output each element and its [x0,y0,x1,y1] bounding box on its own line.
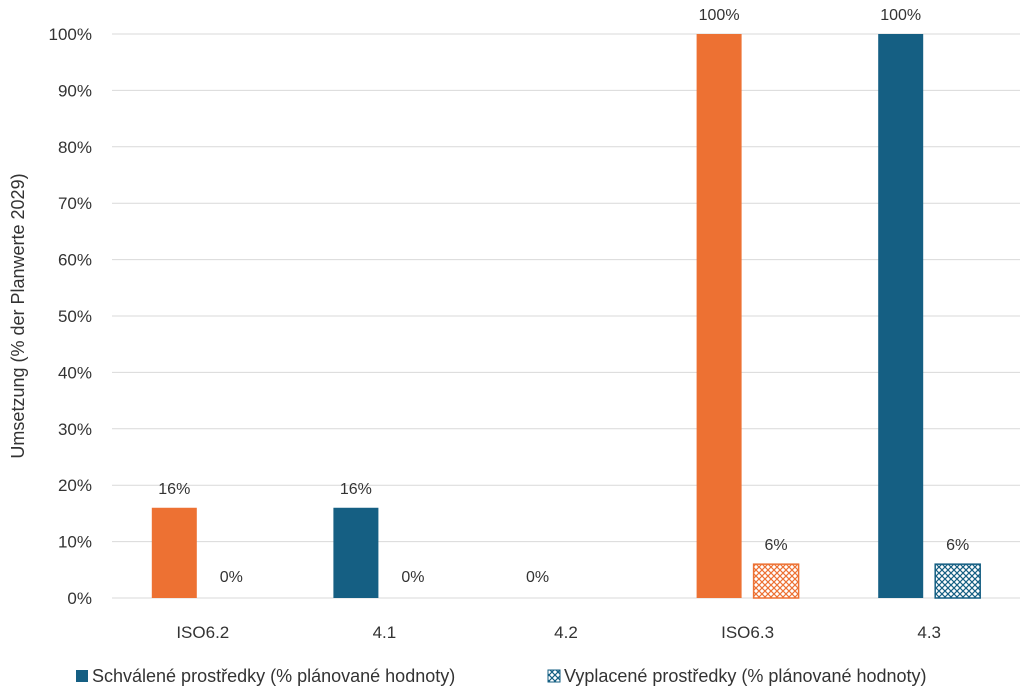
data-label-4-2-approved: 0% [526,569,549,586]
legend-swatch-approved [76,670,88,682]
legend-label-paid: Vyplacené prostředky (% plánované hodnot… [564,666,927,686]
bar-4-1-approved [333,507,379,598]
data-label-4-1-paid: 0% [401,569,424,586]
x-axis-ticks: ISO6.2 4.1 4.2 ISO6.3 4.3 [176,623,941,642]
y-axis-label: Umsetzung (% der Planwerte 2029) [8,173,28,458]
bar-iso6-3-approved [696,34,742,598]
data-label-iso6-2-paid: 0% [220,569,243,586]
data-label-4-3-approved: 100% [880,7,921,24]
bar-iso6-2-approved [151,507,197,598]
y-tick-20-: 20% [58,476,92,495]
data-labels: 16% 0% 16% 0% 0% 100% 6% 100% 6% [158,7,969,586]
y-tick-70-: 70% [58,194,92,213]
legend-item-approved: Schválené prostředky (% plánované hodnot… [76,666,455,686]
bar-iso6-3-paid [752,563,800,599]
y-tick-50-: 50% [58,307,92,326]
bar-4-3-paid [934,563,981,599]
y-tick-80-: 80% [58,138,92,157]
data-label-4-3-paid: 6% [946,537,969,554]
legend-item-paid: Vyplacené prostředky (% plánované hodnot… [547,666,927,686]
legend-swatch-paid [547,669,561,683]
x-tick-4-2: 4.2 [554,623,578,642]
y-tick-40-: 40% [58,363,92,382]
y-tick-100-: 100% [49,25,92,44]
x-tick-4-1: 4.1 [373,623,397,642]
x-tick-4-3: 4.3 [917,623,941,642]
bar-4-3-approved [878,34,924,598]
y-tick-0-: 0% [67,589,92,608]
gridlines [112,33,1020,599]
data-label-iso6-3-approved: 100% [699,7,740,24]
data-label-iso6-2-approved: 16% [158,481,190,498]
x-tick-iso6-2: ISO6.2 [176,623,229,642]
y-tick-30-: 30% [58,420,92,439]
legend-label-approved: Schválené prostředky (% plánované hodnot… [92,666,455,686]
y-tick-90-: 90% [58,81,92,100]
y-tick-60-: 60% [58,251,92,270]
x-tick-iso6-3: ISO6.3 [721,623,774,642]
data-label-iso6-3-paid: 6% [765,537,788,554]
legend: Schválené prostředky (% plánované hodnot… [76,666,927,686]
bars [151,34,981,599]
y-tick-10-: 10% [58,533,92,552]
data-label-4-1-approved: 16% [340,481,372,498]
y-axis-ticks: 0% 10% 20% 30% 40% 50% 60% 70% 80% 90% 100% [49,25,92,608]
